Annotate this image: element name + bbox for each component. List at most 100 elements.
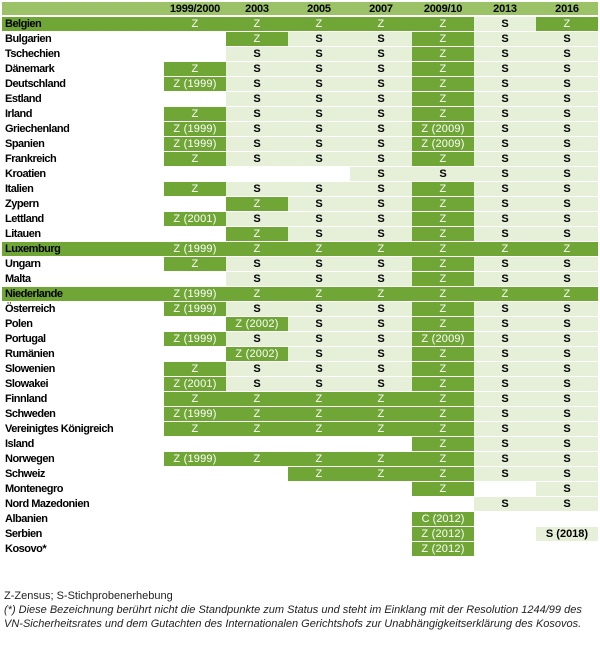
survey-cell: Z [226,31,288,47]
header-row: 1999/2000 2003 2005 2007 2009/10 2013 20… [2,2,598,17]
survey-cell: S [536,331,598,347]
survey-cell: Z (2001) [164,211,226,227]
country-cell: Luxemburg [2,241,164,257]
survey-cell: Z [226,196,288,212]
survey-cell: Z [226,451,288,467]
survey-cell: S [536,211,598,227]
survey-cell: S [350,151,412,167]
table-row: Kroatien S S S S [2,166,598,182]
survey-cell: Z [350,15,412,32]
table-row: Luxemburg Z (1999) Z Z Z Z Z Z [2,241,598,257]
survey-cell: Z [412,61,474,77]
table-body: Belgien Z Z Z Z Z S Z Bulgarien Z S S Z S S Tschechien S… [2,15,598,557]
empty-cell [474,526,536,542]
empty-cell [164,466,226,482]
empty-cell [164,541,226,557]
survey-cell: S [350,166,412,182]
survey-cell: S [288,211,350,227]
country-cell: Estland [2,91,164,107]
table-row: Estland S S S Z S S [2,91,598,107]
survey-cell: Z [412,376,474,392]
survey-cell: Z [288,451,350,467]
survey-cell: S [350,211,412,227]
survey-cell: Z [226,421,288,437]
country-cell: Bulgarien [2,31,164,47]
survey-cell: S [288,151,350,167]
empty-cell [226,541,288,557]
table-row: Montenegro Z S [2,481,598,497]
country-cell: Slowakei [2,376,164,392]
survey-cell: Z [412,406,474,422]
country-cell: Rumänien [2,346,164,362]
header-cell-year: 1999/2000 [164,2,226,17]
survey-cell: Z [412,271,474,287]
survey-cell: S [474,271,536,287]
survey-cell: S [288,331,350,347]
table-row: Tschechien S S S Z S S [2,46,598,62]
empty-cell [350,481,412,497]
survey-cell: S [536,421,598,437]
survey-cell: S [350,46,412,62]
table-row: Kosovo* Z (2012) [2,541,598,557]
survey-cell: Z [164,181,226,197]
survey-cell: Z (2002) [226,346,288,362]
survey-cell: S [474,406,536,422]
survey-cell: S [350,106,412,122]
empty-cell [288,166,350,182]
survey-cell: S [536,361,598,377]
survey-cell: S [288,136,350,152]
survey-cell: S [226,151,288,167]
empty-cell [164,196,226,212]
table-row: Spanien Z (1999) S S S Z (2009) S S [2,136,598,152]
survey-cell: C (2012) [412,511,474,527]
survey-cell: Z [350,421,412,437]
table-row: Bulgarien Z S S Z S S [2,31,598,47]
survey-cell: Z (1999) [164,331,226,347]
survey-cell: S [474,136,536,152]
survey-cell: Z [536,241,598,257]
survey-cell: S [288,61,350,77]
survey-cell: S [474,61,536,77]
survey-cell: S [350,316,412,332]
survey-cell: S [536,196,598,212]
footnote-text: (*) Diese Bezeichnung berührt nicht die … [4,604,582,630]
survey-table: 1999/2000 2003 2005 2007 2009/10 2013 20… [2,2,598,557]
empty-cell [164,436,226,452]
survey-cell: S [350,181,412,197]
survey-cell: Z (1999) [164,406,226,422]
country-cell: Island [2,436,164,452]
survey-cell: Z (1999) [164,136,226,152]
survey-cell: S [474,121,536,137]
survey-cell: S [288,91,350,107]
survey-cell: S [288,31,350,47]
survey-cell: S [474,76,536,92]
empty-cell [536,541,598,557]
country-cell: Kosovo* [2,541,164,557]
survey-cell: Z [412,15,474,32]
survey-cell: Z [226,406,288,422]
survey-cell: S [536,166,598,182]
survey-cell: S [536,316,598,332]
empty-cell [536,511,598,527]
empty-cell [164,526,226,542]
survey-cell: S [536,346,598,362]
survey-cell: Z [226,286,288,302]
survey-cell: S [350,376,412,392]
survey-cell: S [226,136,288,152]
survey-cell: S [536,151,598,167]
empty-cell [288,436,350,452]
survey-cell: S [536,466,598,482]
survey-cell: S [474,211,536,227]
survey-cell: S [350,361,412,377]
survey-cell: Z [412,241,474,257]
survey-cell: S [288,106,350,122]
table-row: Rumänien Z (2002) S S Z S S [2,346,598,362]
notes: Z-Zensus; S-Stichprobenerhebung (*) Dies… [4,589,596,631]
survey-cell: S [350,91,412,107]
survey-cell: Z [412,196,474,212]
survey-cell: S [536,106,598,122]
survey-cell: S [536,31,598,47]
survey-cell: Z [164,61,226,77]
table-row: Island Z S S [2,436,598,452]
survey-cell: Z [412,91,474,107]
